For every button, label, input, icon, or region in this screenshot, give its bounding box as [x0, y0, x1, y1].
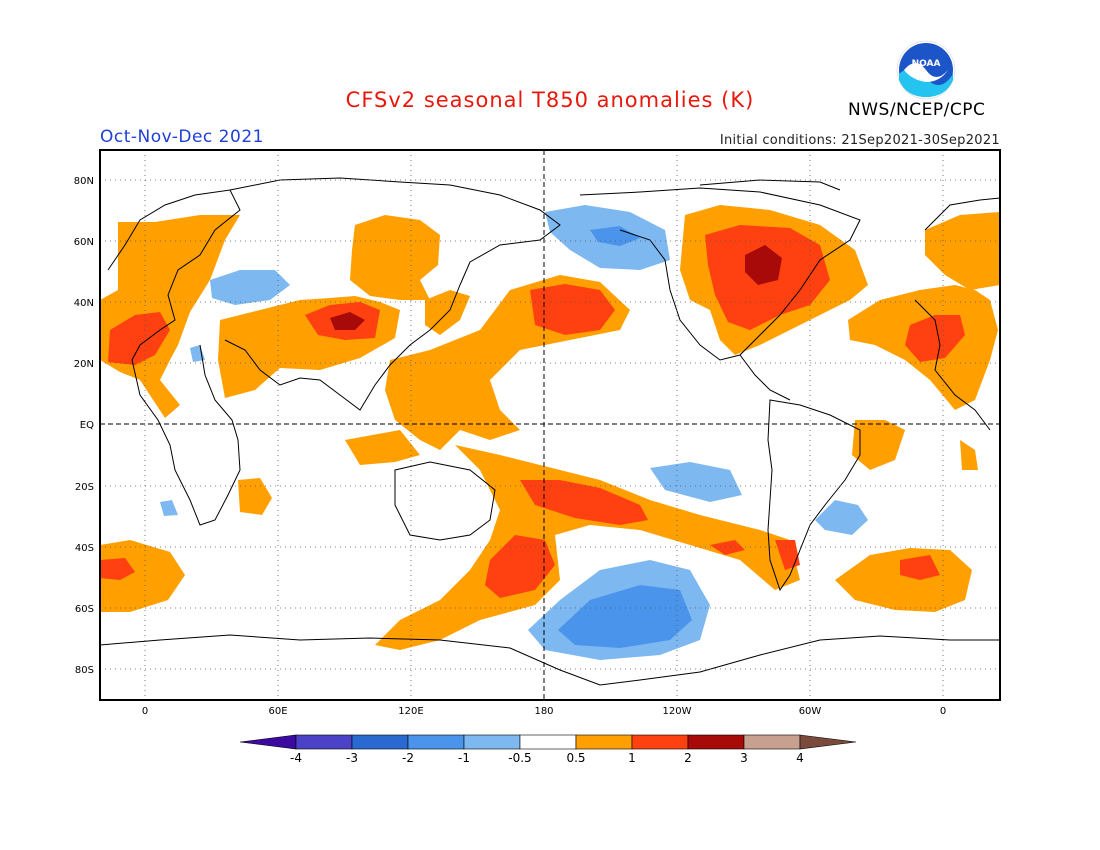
lat-label: 60N — [74, 237, 94, 248]
south-indian-cold — [160, 500, 178, 516]
colorbar-arrow-high — [799, 734, 857, 750]
colorbar-swatch — [575, 734, 633, 750]
lon-label: 0 — [142, 706, 148, 717]
colorbar-label: -3 — [346, 751, 358, 765]
coast-north-america — [579, 187, 861, 361]
africa-east-warm — [960, 440, 978, 470]
south-atlantic-warm — [835, 548, 972, 612]
lon-label: 60W — [799, 706, 822, 717]
colorbar: -4 -3 -2 -1 -0.5 0.5 1 2 3 4 — [239, 734, 857, 765]
forecast-period: Oct-Nov-Dec 2021 — [100, 127, 264, 147]
lon-label: 180 — [534, 706, 553, 717]
eastern-europe-cold — [210, 270, 290, 305]
argentina-hot — [775, 540, 800, 570]
graticule — [100, 150, 1000, 700]
madagascar-warm — [238, 478, 272, 515]
maritime-warm — [345, 430, 420, 465]
colorbar-arrow-low — [239, 734, 297, 750]
coast-europe-east — [914, 197, 1000, 431]
coast-south-america — [767, 399, 861, 592]
south-pacific-hot — [520, 480, 648, 525]
warm-anomaly-2-3 — [330, 245, 782, 330]
colorbar-label: 0.5 — [566, 751, 585, 765]
south-indian-warm — [100, 540, 185, 612]
tasman-hot — [485, 535, 555, 598]
lat-label: 40S — [75, 543, 94, 554]
tibet-very-hot — [330, 312, 365, 330]
pacific-hot — [530, 284, 615, 335]
colorbar-swatch — [743, 734, 801, 750]
cold-anomaly-1-2 — [558, 226, 692, 648]
lat-label: 20S — [75, 482, 94, 493]
lat-label: 40N — [74, 298, 94, 309]
colorbar-label: 4 — [796, 751, 804, 765]
coast-asia — [224, 177, 561, 411]
lon-label: 120E — [398, 706, 423, 717]
lat-label: 20N — [74, 359, 94, 370]
coast-australia — [394, 461, 496, 541]
colorbar-swatch — [351, 734, 409, 750]
coastlines — [100, 177, 1000, 686]
chart-title: CFSv2 seasonal T850 anomalies (K) — [345, 88, 755, 112]
anomaly-fields — [100, 205, 1000, 660]
central-asia-warm — [350, 215, 440, 300]
lat-label: 60S — [75, 604, 94, 615]
brazil-warm — [852, 420, 905, 470]
europe-east-warm — [925, 212, 1000, 290]
colorbar-label: 1 — [628, 751, 636, 765]
reference-lines — [100, 150, 1000, 700]
alaska-very-cold — [590, 226, 640, 246]
lat-label: 80S — [75, 665, 94, 676]
colorbar-swatch — [407, 734, 465, 750]
colorbar-label: 3 — [740, 751, 748, 765]
lon-label: 120W — [663, 706, 692, 717]
colorbar-label: 2 — [684, 751, 692, 765]
southern-ocean-very-cold — [558, 585, 692, 648]
colorbar-swatch — [463, 734, 521, 750]
east-pacific-cold — [650, 462, 742, 502]
lat-label: EQ — [80, 420, 94, 431]
lon-label: 0 — [940, 706, 946, 717]
lon-label: 60E — [268, 706, 287, 717]
colorbar-swatch — [687, 734, 745, 750]
colorbar-label: -1 — [458, 751, 470, 765]
latitude-labels: 80N 60N 40N 20N EQ 20S 40S 60S 80S — [74, 176, 94, 676]
south-atlantic-cold — [815, 500, 868, 535]
lat-label: 80N — [74, 176, 94, 187]
colorbar-label: -2 — [402, 751, 414, 765]
colorbar-label: -4 — [290, 751, 302, 765]
north-africa-hot — [108, 312, 170, 365]
south-pacific-hot-small — [710, 540, 745, 555]
europe-africa-warm — [100, 215, 240, 418]
indian-ocean-hot — [100, 558, 135, 580]
atlantic-small-cold — [190, 345, 205, 362]
south-pacific-warm-band — [375, 445, 800, 650]
map-frame — [99, 149, 1001, 701]
colorbar-swatch — [519, 734, 577, 750]
initial-conditions: Initial conditions: 21Sep2021-30Sep2021 — [719, 133, 1000, 148]
coast-europe-africa — [107, 189, 241, 526]
longitude-labels: 0 60E 120E 180 120W 60W 0 — [142, 706, 946, 717]
colorbar-swatch — [631, 734, 689, 750]
iberia-hot — [905, 315, 965, 362]
logo-text: NOAA — [912, 59, 941, 69]
noaa-logo-icon: NOAA — [896, 40, 956, 100]
colorbar-swatch — [295, 734, 353, 750]
coast-greenland — [699, 179, 841, 191]
hudson-bay-very-hot — [745, 245, 782, 285]
agency-label: NWS/NCEP/CPC — [848, 100, 986, 120]
colorbar-label: -0.5 — [508, 751, 531, 765]
coast-antarctica — [100, 634, 1000, 686]
coast-central-america — [739, 354, 791, 401]
south-atlantic-hot — [900, 555, 940, 580]
